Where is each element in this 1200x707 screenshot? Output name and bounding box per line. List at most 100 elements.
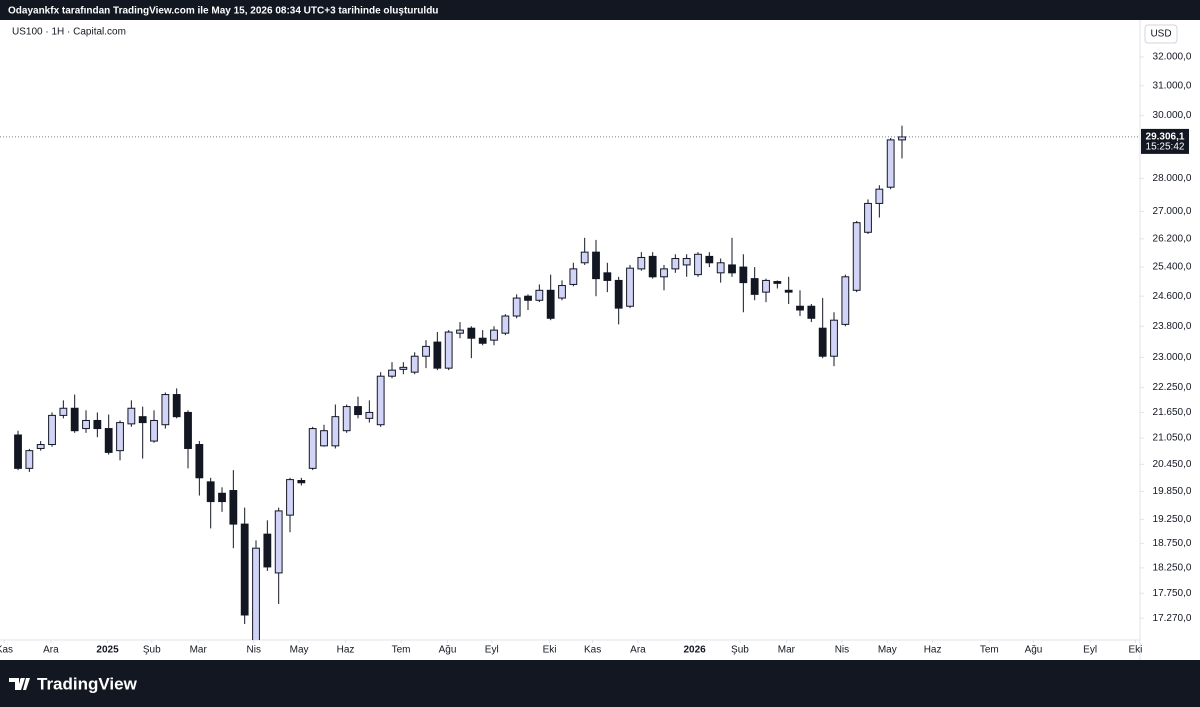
candle-body [252,547,260,640]
x-tick-label: Eki [1129,645,1143,656]
candle-body [852,222,861,291]
y-tick-label: 23.000,0 [1153,352,1192,363]
y-tick-label: 27.000,0 [1153,206,1192,217]
candle-body [286,479,294,516]
x-tick-label: Eki [543,645,557,656]
last-price-label: 29.306,1 [1146,132,1185,143]
candle-body [875,188,884,204]
candle-body [240,523,249,616]
candle-body [784,289,793,293]
candle-body [388,369,396,377]
candle-body [535,289,544,301]
candle-body [93,419,102,430]
candle-body [728,264,736,274]
candle-body [229,490,238,525]
candle-body [14,434,22,469]
brand: TradingView [37,674,138,693]
time-axis: Kas Ara 2025 Şub Mar Nis May Haz Tem Ağu Eyl Eki Kas… [0,640,1142,656]
candle-body [626,267,634,307]
candle-body [569,268,578,285]
candle-body [82,419,90,430]
y-tick-label: 19.850,0 [1153,486,1192,497]
candle-body [501,315,510,334]
candle-body [818,327,827,357]
y-tick-label: 25.400,0 [1153,262,1192,273]
y-tick-label: 19.250,0 [1153,514,1192,525]
candle-body [206,481,215,503]
currency: USD [1150,29,1171,40]
candle-body [773,281,782,284]
candle-body [546,289,555,319]
candle-body [365,411,374,419]
candle-body [739,266,748,284]
candle-body [864,202,872,233]
y-tick-label: 32.000,0 [1153,52,1192,63]
candle-body [478,337,487,344]
chart-area [0,20,1200,660]
candle-body [161,394,170,426]
x-tick-label: Tem [980,645,999,656]
candle-body [512,297,521,317]
x-tick-label: Şub [731,645,749,656]
candle-body [422,345,430,357]
candle-body [580,251,589,264]
y-tick-label: 28.000,0 [1153,173,1192,184]
candle-body [48,414,56,446]
candle-body [127,407,136,425]
y-tick-label: 21.650,0 [1153,407,1192,418]
x-tick-label: Kas [0,645,13,656]
x-tick-label: May [290,645,309,656]
x-tick-label: Ara [43,645,59,656]
logo [9,678,30,690]
candle-body [70,407,79,432]
candle-body [376,375,385,426]
x-tick-label: Mar [778,645,796,656]
x-tick-label: Haz [337,645,355,656]
x-tick-label: Şub [143,645,161,656]
candle-body [433,341,442,369]
y-tick-label: 31.000,0 [1153,80,1192,91]
candle-body [274,510,283,574]
candle-body [898,136,906,141]
candle-body [308,428,317,469]
candle-body [456,329,464,334]
x-tick-label: 2025 [96,645,119,656]
candle-body [648,255,657,278]
candle-body [490,329,498,341]
candle-body [104,428,113,453]
candle-body [467,327,476,339]
y-tick-label: 24.600,0 [1153,291,1192,302]
y-tick-label: 17.750,0 [1153,588,1192,599]
x-tick-label: Nis [835,645,849,656]
candle-body [841,276,850,325]
candle-body [354,406,362,416]
candle-body [184,411,192,449]
candle-body [830,319,838,357]
y-tick-label: 30.000,0 [1153,110,1192,121]
x-tick-label: May [878,645,897,656]
x-tick-label: Ağu [439,645,457,656]
x-tick-label: Haz [924,645,942,656]
candle-body [524,295,532,301]
footer-bar [0,660,1200,707]
y-tick-label: 22.250,0 [1153,382,1192,393]
candle-body [342,406,351,432]
y-tick-label: 18.250,0 [1153,563,1192,574]
countdown: 15:25:42 [1146,142,1185,153]
x-tick-label: Kas [584,645,601,656]
y-tick-label: 17.270,0 [1153,613,1192,624]
candle-body [807,305,816,319]
candle-body [558,285,566,299]
candle-body [444,331,453,369]
candle-body [218,492,226,503]
candle-body [750,278,759,295]
x-tick-label: Mar [190,645,208,656]
candle-body [660,268,668,278]
candle-body [592,251,600,280]
candle-body [172,394,181,418]
candle-body [116,422,124,452]
candle-body [705,255,714,264]
currency-box[interactable] [1144,24,1178,44]
x-tick-label: Eyl [1083,645,1097,656]
